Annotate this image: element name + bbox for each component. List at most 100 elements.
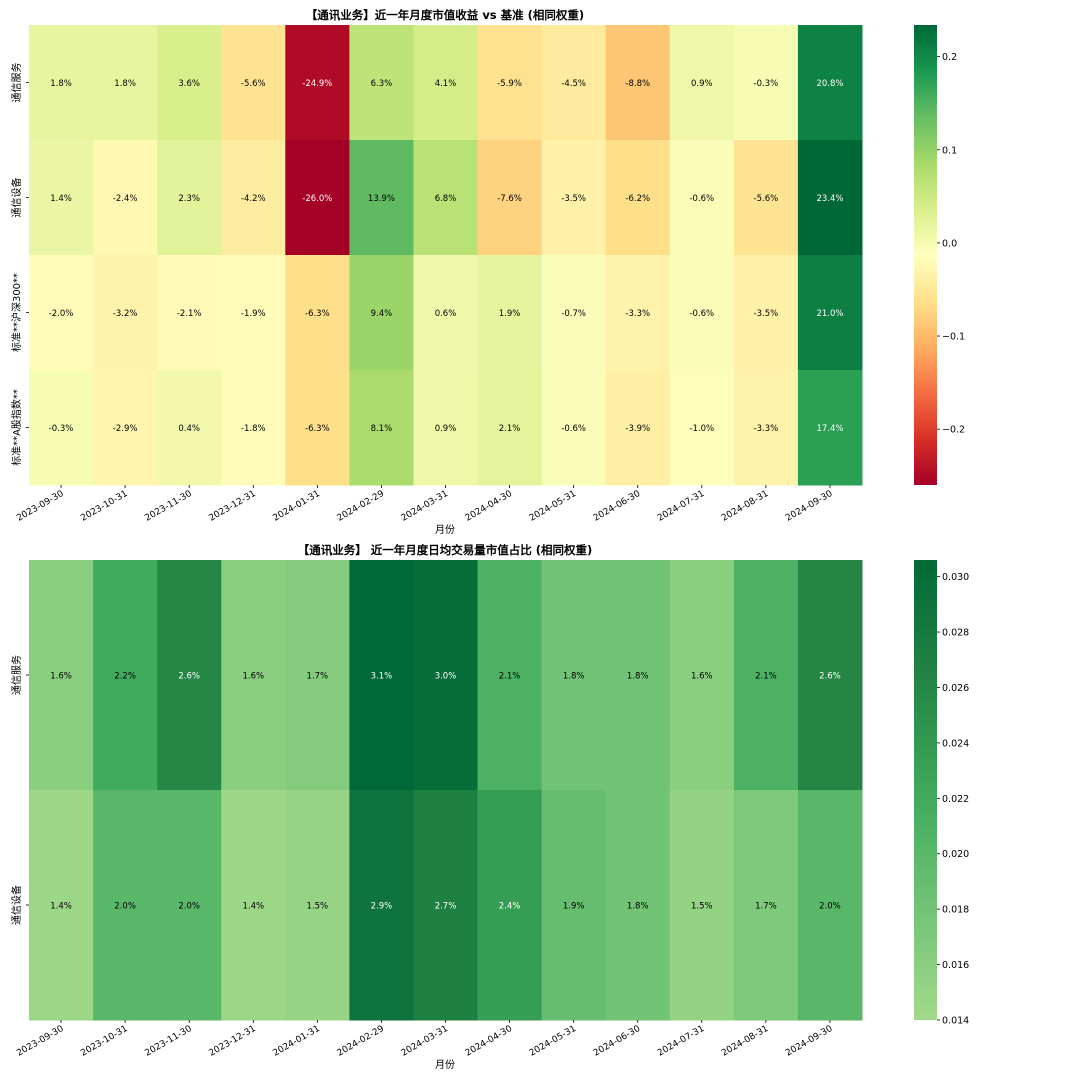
row-label: 通信设备 <box>10 885 23 925</box>
x-tick-label: 2023-09-30 <box>15 489 66 524</box>
x-tick-label: 2023-12-31 <box>207 1024 257 1059</box>
cell-value-label: 2.1% <box>499 424 521 434</box>
heatmap-cell <box>221 140 286 256</box>
heatmap-cell <box>605 140 671 256</box>
returns-heatmap-title: 【通讯业务】近一年月度市值收益 vs 基准 (相同权重) <box>306 8 584 22</box>
colorbar-tick-label: −0.2 <box>942 425 965 436</box>
heatmap-cell <box>221 790 286 1021</box>
x-tick-label: 2024-07-31 <box>656 1024 706 1059</box>
heatmap-cell <box>285 560 350 791</box>
heatmap-cell <box>669 560 735 791</box>
x-tick-label: 2024-06-30 <box>592 489 643 524</box>
colorbar-tick-label: 0.020 <box>942 849 969 860</box>
heatmap-cell <box>29 790 94 1021</box>
cell-value-label: 1.8% <box>627 672 649 682</box>
x-tick-label: 2024-03-31 <box>400 1024 450 1059</box>
cell-value-label: -6.3% <box>305 309 330 319</box>
x-tick-label: 2024-01-31 <box>272 489 322 524</box>
x-tick-label: 2023-10-31 <box>79 489 129 524</box>
cell-value-label: -2.0% <box>49 309 74 319</box>
heatmap-cell <box>29 140 94 256</box>
x-tick-label: 2023-11-30 <box>143 1024 194 1059</box>
heatmap-cell <box>413 790 479 1021</box>
x-tick-label: 2024-08-31 <box>720 489 770 524</box>
x-tick-label: 2023-11-30 <box>143 489 194 524</box>
x-tick-label: 2023-12-31 <box>207 489 257 524</box>
cell-value-label: 8.1% <box>371 424 393 434</box>
cell-value-label: -7.6% <box>497 194 522 204</box>
cell-value-label: -0.7% <box>561 309 586 319</box>
x-tick-label: 2024-03-31 <box>400 489 450 524</box>
cell-value-label: 2.6% <box>819 672 841 682</box>
heatmap-cell <box>413 25 479 141</box>
heatmap-cell <box>605 370 671 486</box>
x-tick-label: 2024-04-30 <box>464 489 515 524</box>
heatmap-cell <box>541 255 607 371</box>
heatmap-cell <box>349 25 414 141</box>
cell-value-label: 2.2% <box>114 672 136 682</box>
cell-value-label: -6.2% <box>625 194 650 204</box>
heatmap-cell <box>797 25 863 141</box>
heatmap-cell <box>541 25 607 141</box>
heatmap-cell <box>797 140 863 256</box>
heatmap-cell <box>29 25 94 141</box>
heatmap-cell <box>157 25 222 141</box>
cell-value-label: -3.2% <box>113 309 138 319</box>
cell-value-label: -3.5% <box>561 194 586 204</box>
x-tick-label: 2024-09-30 <box>784 1024 835 1059</box>
heatmap-cell <box>541 560 607 791</box>
colorbar-tick-label: 0.0 <box>942 238 957 249</box>
heatmap-cell <box>285 370 350 486</box>
colorbar-tick-label: 0.016 <box>942 960 969 971</box>
heatmap-cell <box>413 370 479 486</box>
cell-value-label: 2.9% <box>371 902 393 912</box>
heatmap-cell <box>157 140 222 256</box>
row-label: 通信服务 <box>10 63 23 103</box>
colorbar <box>914 560 937 1020</box>
cell-value-label: -3.3% <box>754 424 779 434</box>
heatmap-cell <box>669 255 735 371</box>
cell-value-label: 1.4% <box>50 902 72 912</box>
cell-value-label: -1.9% <box>241 309 266 319</box>
heatmap-cell <box>605 790 671 1021</box>
cell-value-label: 2.4% <box>499 902 521 912</box>
heatmap-cell <box>541 140 607 256</box>
heatmap-cell <box>605 25 671 141</box>
heatmap-cell <box>733 25 799 141</box>
heatmap-cell <box>797 255 863 371</box>
cell-value-label: 2.6% <box>178 672 200 682</box>
heatmap-cell <box>93 140 158 256</box>
heatmap-cell <box>797 560 863 791</box>
x-tick-label: 2024-06-30 <box>592 1024 643 1059</box>
heatmap-cell <box>157 255 222 371</box>
cell-value-label: 4.1% <box>435 79 457 89</box>
heatmap-cell <box>29 255 94 371</box>
heatmap-cell <box>29 370 94 486</box>
heatmap-cell <box>477 140 543 256</box>
colorbar <box>914 25 937 485</box>
colorbar-tick-label: −0.1 <box>942 332 965 343</box>
cell-value-label: -1.0% <box>689 424 714 434</box>
heatmap-cell <box>93 560 158 791</box>
volume-share-heatmap-title: 【通讯业务】 近一年月度日均交易量市值占比 (相同权重) <box>298 543 593 557</box>
cell-value-label: -2.9% <box>113 424 138 434</box>
volume-share-heatmap-chart: 【通讯业务】 近一年月度日均交易量市值占比 (相同权重) 月份 1.6% 2.2%… <box>10 543 969 1071</box>
colorbar-tick-label: 0.022 <box>942 794 969 805</box>
cell-value-label: 1.9% <box>499 309 521 319</box>
cell-value-label: -5.9% <box>497 79 522 89</box>
cell-value-label: 23.4% <box>816 194 843 204</box>
cell-value-label: 1.7% <box>755 902 777 912</box>
cell-value-label: 6.3% <box>371 79 393 89</box>
heatmap-cell <box>669 370 735 486</box>
volume-share-heatmap-xlabel: 月份 <box>435 1059 455 1071</box>
x-tick-label: 2024-02-29 <box>336 1024 387 1059</box>
cell-value-label: 1.5% <box>307 902 329 912</box>
cell-value-label: -0.3% <box>49 424 74 434</box>
heatmap-cell <box>477 25 543 141</box>
heatmap-cell <box>93 370 158 486</box>
heatmap-cell <box>733 560 799 791</box>
cell-value-label: 20.8% <box>816 79 843 89</box>
colorbar-tick-label: 0.2 <box>942 52 957 63</box>
heatmap-cell <box>477 560 543 791</box>
